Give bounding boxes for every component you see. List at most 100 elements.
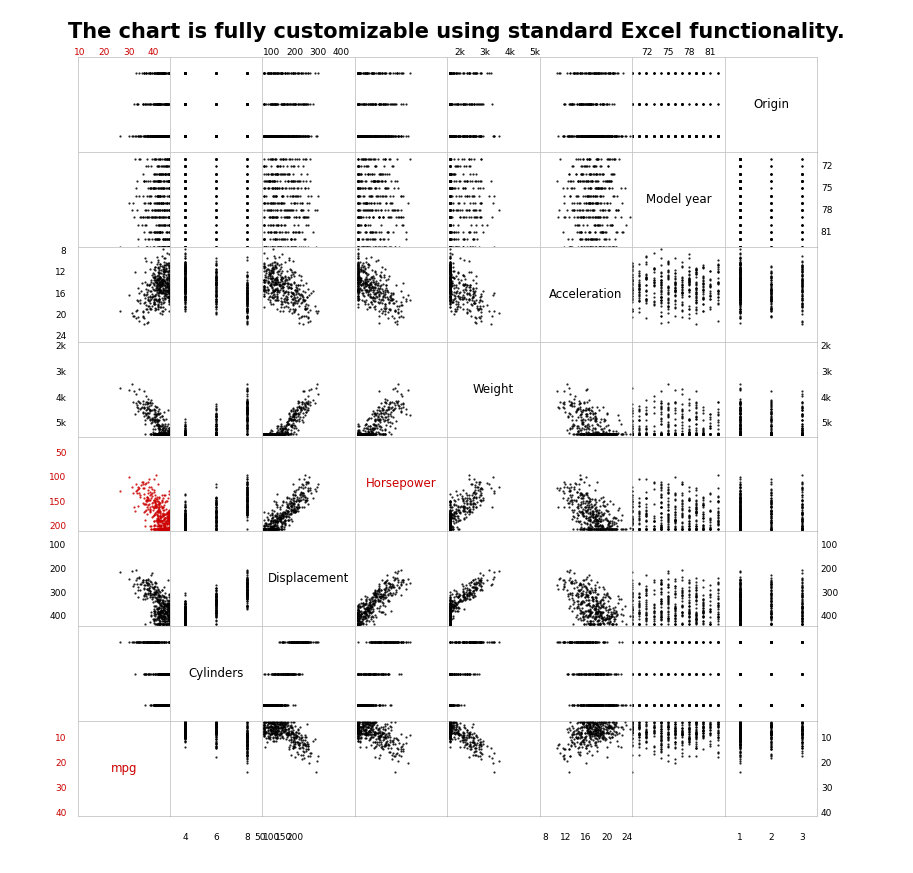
Point	[571, 174, 585, 188]
Point	[162, 210, 176, 224]
Point	[366, 718, 381, 732]
Point	[689, 698, 704, 712]
Point	[178, 65, 193, 79]
Point	[269, 271, 284, 285]
Point	[275, 271, 289, 285]
Point	[367, 667, 382, 681]
Point	[579, 174, 593, 188]
Point	[443, 189, 457, 203]
Point	[733, 278, 748, 292]
Point	[443, 264, 457, 278]
Point	[710, 65, 725, 79]
Point	[178, 129, 193, 143]
Point	[448, 225, 463, 239]
Point	[585, 239, 600, 253]
Point	[733, 427, 748, 441]
Point	[624, 505, 639, 519]
Point	[178, 427, 193, 441]
Point	[240, 586, 255, 600]
Point	[281, 167, 296, 181]
Point	[443, 196, 457, 210]
Point	[602, 698, 616, 712]
Point	[570, 600, 584, 614]
Point	[696, 667, 710, 681]
Point	[152, 698, 166, 712]
Point	[703, 427, 718, 441]
Point	[473, 196, 488, 210]
Point	[301, 401, 316, 415]
Point	[136, 480, 151, 494]
Point	[162, 259, 176, 273]
Point	[287, 728, 301, 742]
Point	[142, 587, 157, 601]
Point	[561, 129, 576, 143]
Point	[353, 615, 368, 629]
Point	[153, 299, 168, 313]
Point	[639, 407, 654, 421]
Point	[733, 427, 748, 441]
Point	[464, 574, 478, 588]
Point	[161, 167, 175, 181]
Point	[209, 733, 224, 747]
Point	[240, 174, 255, 188]
Point	[675, 698, 689, 712]
Point	[444, 167, 458, 181]
Point	[272, 698, 287, 712]
Point	[351, 425, 365, 439]
Point	[296, 317, 310, 331]
Point	[353, 425, 368, 439]
Point	[646, 521, 661, 535]
Point	[261, 97, 276, 111]
Point	[159, 97, 173, 111]
Point	[178, 129, 193, 143]
Point	[269, 129, 284, 143]
Point	[474, 488, 488, 502]
Point	[675, 427, 689, 441]
Point	[269, 276, 284, 290]
Point	[157, 667, 172, 681]
Point	[267, 715, 281, 729]
Point	[583, 726, 598, 740]
Point	[608, 427, 623, 441]
Point	[178, 129, 193, 143]
Point	[159, 617, 173, 631]
Point	[136, 129, 151, 143]
Point	[583, 239, 598, 253]
Point	[274, 273, 289, 287]
Point	[689, 698, 704, 712]
Point	[162, 698, 176, 712]
Point	[595, 667, 610, 681]
Point	[733, 733, 748, 747]
Point	[763, 608, 778, 622]
Point	[733, 500, 748, 514]
Point	[178, 129, 193, 143]
Point	[452, 505, 467, 519]
Point	[580, 503, 594, 517]
Point	[178, 65, 193, 79]
Point	[268, 232, 282, 246]
Point	[733, 725, 748, 739]
Point	[367, 741, 382, 755]
Point	[178, 427, 193, 441]
Point	[689, 409, 704, 423]
Point	[209, 588, 224, 602]
Point	[456, 97, 470, 111]
Point	[156, 607, 171, 621]
Point	[209, 598, 224, 612]
Point	[608, 717, 623, 731]
Point	[582, 494, 596, 508]
Point	[268, 284, 282, 298]
Point	[572, 472, 587, 486]
Point	[151, 605, 165, 619]
Point	[140, 591, 154, 605]
Point	[794, 421, 809, 435]
Point	[443, 698, 457, 712]
Point	[582, 636, 597, 650]
Point	[733, 239, 748, 253]
Point	[178, 65, 193, 79]
Point	[443, 512, 457, 526]
Point	[303, 746, 318, 760]
Point	[599, 427, 614, 441]
Point	[443, 182, 457, 196]
Point	[351, 285, 365, 299]
